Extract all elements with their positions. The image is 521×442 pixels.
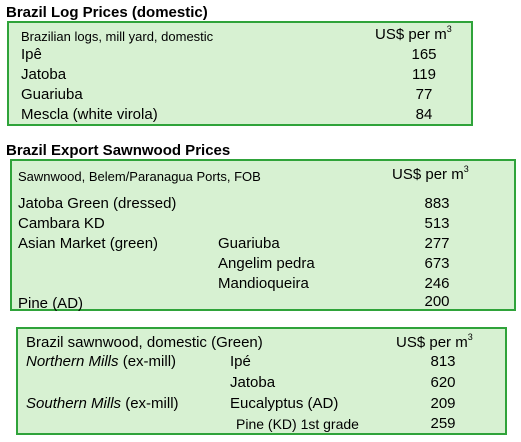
log-row-name: Ipê (21, 46, 42, 63)
domestic-subtitle: Brazil sawnwood, domestic (Green) (26, 334, 263, 351)
domestic-row-species: Jatoba (230, 374, 276, 391)
domestic-row-price: 813 (430, 353, 456, 370)
domestic-row-name: Southern Mills (ex-mill) (26, 395, 179, 412)
export-row-name: Jatoba Green (dressed) (18, 195, 177, 212)
domestic-row-price: 209 (430, 395, 456, 412)
export-unit-header: US$ per m3 (392, 164, 469, 184)
log-row-price: 77 (415, 86, 433, 103)
export-row-price: 883 (424, 195, 450, 212)
domestic-row-species: Ipé (230, 353, 251, 370)
export-row-species: Guariuba (218, 235, 280, 252)
log-subtitle: Brazilian logs, mill yard, domestic (21, 29, 214, 44)
export-row-price: 673 (424, 255, 450, 272)
log-unit-header: US$ per m3 (375, 24, 452, 44)
export-subtitle: Sawnwood, Belem/Paranagua Ports, FOB (18, 169, 261, 184)
log-row-name: Guariuba (21, 86, 83, 103)
export-row-price: 277 (424, 235, 450, 252)
log-row-price: 165 (411, 46, 437, 63)
export-row-species: Mandioqueira (218, 275, 309, 292)
domestic-row-species: Pine (KD) 1st grade (236, 416, 359, 432)
export-row-name: Cambara KD (18, 215, 105, 232)
domestic-unit-header: US$ per m3 (396, 332, 473, 352)
log-row-price: 84 (415, 106, 433, 123)
export-row-name: Asian Market (green) (18, 235, 159, 252)
export-row-price: 200 (424, 293, 450, 310)
domestic-sawnwood-table: Brazil sawnwood, domestic (Green) US$ pe… (16, 327, 507, 435)
log-row-name: Jatoba (21, 66, 67, 83)
domestic-row-species: Eucalyptus (AD) (230, 395, 339, 412)
log-prices-heading: Brazil Log Prices (domestic) (6, 4, 208, 21)
domestic-row-name: Northern Mills (ex-mill) (26, 353, 177, 370)
export-row-species: Angelim pedra (218, 255, 315, 272)
log-row-name: Mescla (white virola) (21, 106, 158, 123)
domestic-row-price: 620 (430, 374, 456, 391)
export-sawnwood-table: Sawnwood, Belem/Paranagua Ports, FOB US$… (10, 159, 516, 312)
log-row-price: 119 (412, 66, 436, 83)
export-sawnwood-heading: Brazil Export Sawnwood Prices (6, 142, 231, 159)
export-row-price: 246 (424, 275, 450, 292)
log-prices-table: Brazilian logs, mill yard, domestic US$ … (7, 21, 473, 126)
domestic-row-price: 259 (430, 415, 456, 432)
export-row-price: 513 (424, 215, 450, 232)
export-row-name: Pine (AD) (18, 295, 84, 312)
